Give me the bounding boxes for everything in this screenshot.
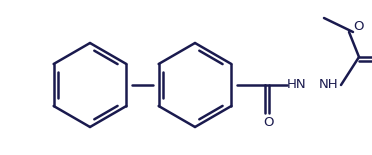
Text: NH: NH — [319, 78, 339, 91]
Text: O: O — [264, 117, 274, 129]
Text: HN: HN — [287, 78, 307, 91]
Text: O: O — [353, 20, 363, 33]
